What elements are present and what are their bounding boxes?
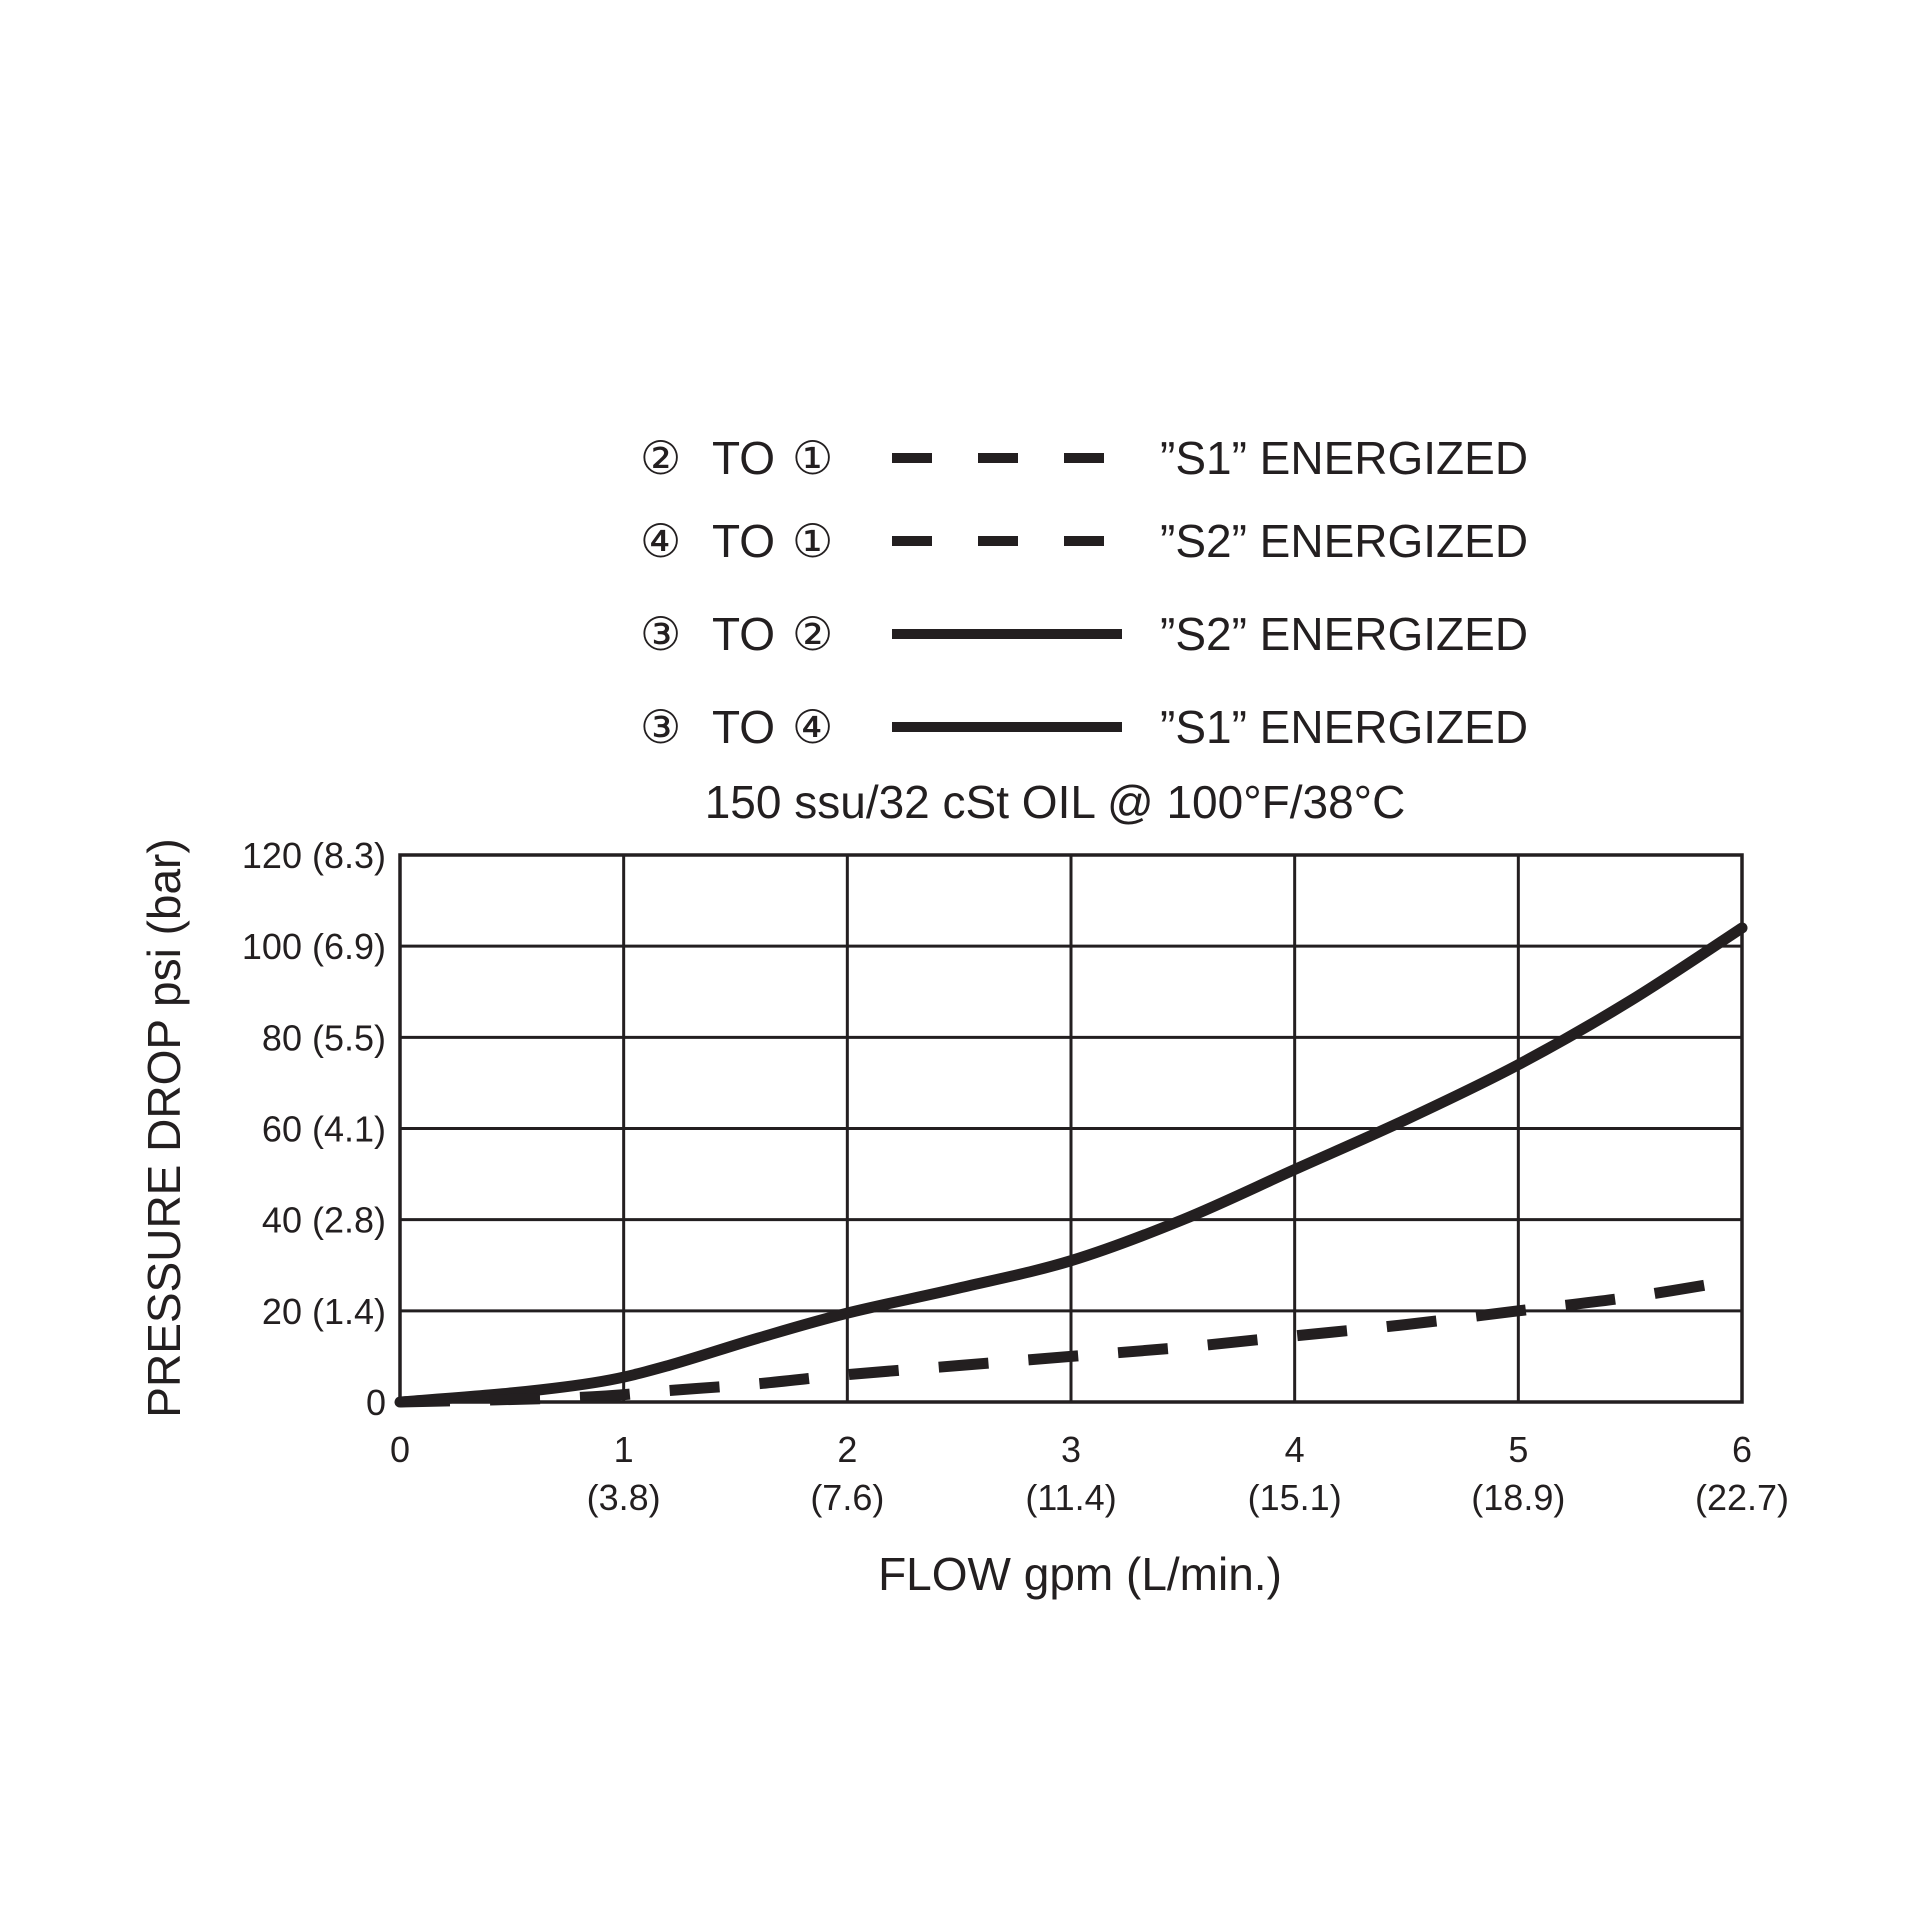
- legend-port-to: ①: [792, 432, 833, 484]
- y-tick-label: 40 (2.8): [262, 1200, 386, 1241]
- legend-port-from: ④: [640, 515, 681, 567]
- x-tick-sublabel: (7.6): [810, 1477, 884, 1518]
- legend-label: ”S1” ENERGIZED: [1160, 701, 1528, 753]
- x-tick-sublabel: (22.7): [1695, 1477, 1789, 1518]
- x-tick-sublabel: (3.8): [587, 1477, 661, 1518]
- legend-port-from: ③: [640, 608, 681, 660]
- y-axis-title: PRESSURE DROP psi (bar): [138, 838, 190, 1417]
- legend-port-to: ①: [792, 515, 833, 567]
- y-tick-label: 120 (8.3): [242, 835, 386, 876]
- y-tick-label: 0: [366, 1382, 386, 1423]
- legend-port-to: ④: [792, 701, 833, 753]
- x-tick-sublabel: (15.1): [1248, 1477, 1342, 1518]
- x-tick-label: 6: [1732, 1429, 1752, 1470]
- x-tick-label: 3: [1061, 1429, 1081, 1470]
- y-tick-label: 80 (5.5): [262, 1017, 386, 1058]
- x-tick-label: 2: [837, 1429, 857, 1470]
- legend-item: ③ TO ② ”S2” ENERGIZED: [640, 608, 1528, 660]
- x-tick-label: 1: [614, 1429, 634, 1470]
- legend-to-word: TO: [712, 515, 775, 567]
- legend-label: ”S2” ENERGIZED: [1160, 515, 1528, 567]
- legend-to-word: TO: [712, 701, 775, 753]
- x-axis-ticks: 0 1 (3.8) 2 (7.6) 3 (11.4) 4 (15.1) 5 (18.9) 6 (22.7…: [390, 1429, 1789, 1518]
- x-tick-label: 0: [390, 1429, 410, 1470]
- legend-item: ② TO ① ”S1” ENERGIZED: [640, 432, 1528, 484]
- legend-item: ③ TO ④ ”S1” ENERGIZED: [640, 701, 1528, 753]
- series-line-1: [394, 922, 1748, 1408]
- legend-label: ”S1” ENERGIZED: [1160, 432, 1528, 484]
- chart-subtitle: 150 ssu/32 cSt OIL @ 100°F/38°C: [705, 776, 1406, 828]
- grid: [400, 855, 1742, 1402]
- legend-port-from: ②: [640, 432, 681, 484]
- series-line-2: [399, 1273, 1743, 1408]
- x-tick-sublabel: (11.4): [1025, 1477, 1116, 1518]
- y-axis-ticks: 0 20 (1.4) 40 (2.8) 60 (4.1) 80 (5.5) 100 (6.…: [242, 835, 386, 1423]
- y-tick-label: 60 (4.1): [262, 1109, 386, 1150]
- plot-frame: [398, 853, 1744, 1404]
- legend-to-word: TO: [712, 432, 775, 484]
- x-tick-label: 4: [1285, 1429, 1305, 1470]
- legend-item: ④ TO ① ”S2” ENERGIZED: [640, 515, 1528, 567]
- y-tick-label: 20 (1.4): [262, 1291, 386, 1332]
- series-layer: [394, 922, 1748, 1408]
- legend-label: ”S2” ENERGIZED: [1160, 608, 1528, 660]
- x-tick-sublabel: (18.9): [1471, 1477, 1565, 1518]
- y-tick-label: 100 (6.9): [242, 926, 386, 967]
- x-axis-title: FLOW gpm (L/min.): [878, 1548, 1282, 1600]
- legend-port-from: ③: [640, 701, 681, 753]
- x-tick-label: 5: [1508, 1429, 1528, 1470]
- legend-to-word: TO: [712, 608, 775, 660]
- legend-port-to: ②: [792, 608, 833, 660]
